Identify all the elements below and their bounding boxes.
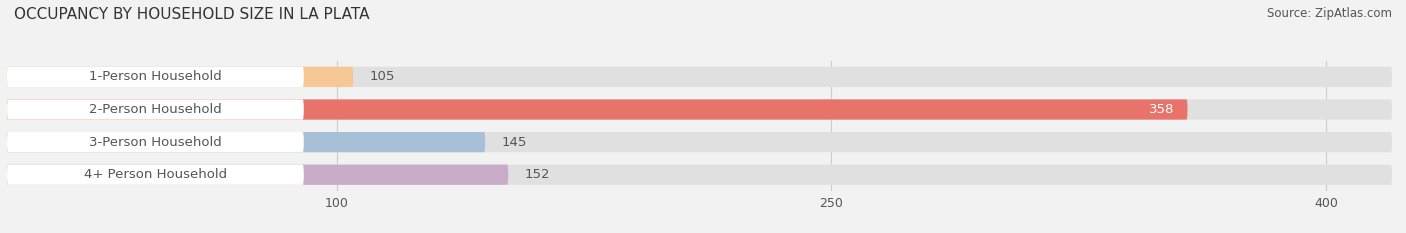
FancyBboxPatch shape [7,67,1392,87]
Text: 3-Person Household: 3-Person Household [89,136,222,149]
FancyBboxPatch shape [7,99,1188,120]
Text: 105: 105 [370,70,395,83]
Text: 4+ Person Household: 4+ Person Household [84,168,226,181]
FancyBboxPatch shape [7,67,304,87]
Text: 358: 358 [1149,103,1174,116]
FancyBboxPatch shape [7,132,485,152]
FancyBboxPatch shape [7,99,304,120]
Text: Source: ZipAtlas.com: Source: ZipAtlas.com [1267,7,1392,20]
FancyBboxPatch shape [7,99,1392,120]
FancyBboxPatch shape [7,132,304,152]
FancyBboxPatch shape [7,165,1392,185]
Text: OCCUPANCY BY HOUSEHOLD SIZE IN LA PLATA: OCCUPANCY BY HOUSEHOLD SIZE IN LA PLATA [14,7,370,22]
Text: 145: 145 [502,136,527,149]
FancyBboxPatch shape [7,165,304,185]
Text: 1-Person Household: 1-Person Household [89,70,222,83]
FancyBboxPatch shape [7,67,353,87]
FancyBboxPatch shape [7,165,508,185]
Text: 152: 152 [524,168,550,181]
FancyBboxPatch shape [7,132,1392,152]
Text: 2-Person Household: 2-Person Household [89,103,222,116]
